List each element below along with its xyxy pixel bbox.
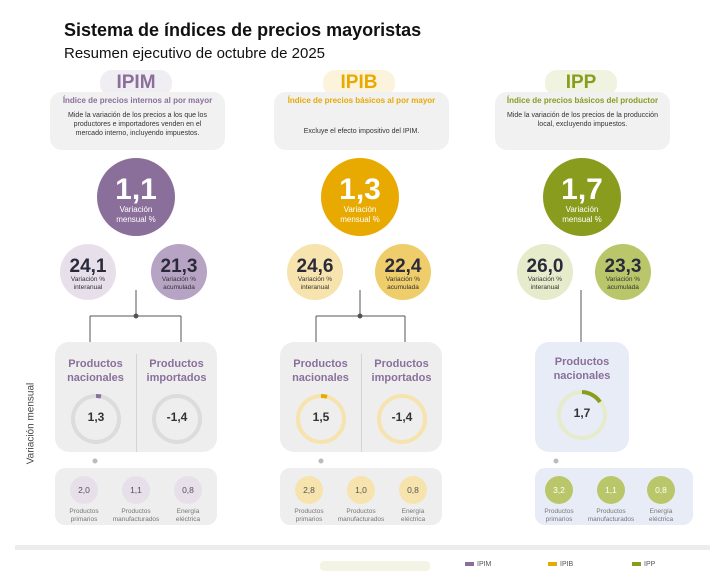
- ipp-description-box: Índice de precios básicos del productor …: [495, 92, 670, 150]
- ipib-national-title: Productos nacionales: [292, 358, 349, 384]
- ipim-national-value: 1,3: [87, 410, 105, 424]
- ipib-annual-value: 24,6: [296, 256, 334, 277]
- ipp-label: IPP: [545, 70, 617, 96]
- footer-divider: [15, 545, 710, 550]
- ipib-cumulative-label-1: Variación %: [385, 276, 421, 283]
- ipp-description: Mide la variación de los precios de la p…: [507, 112, 658, 129]
- ipim-annual-label-2: interanual: [73, 283, 103, 291]
- ipim-energy-label: Energía eléctrica: [175, 508, 201, 523]
- ipim-manufactured-value: 1,1: [122, 476, 150, 504]
- ipim-energy-value: 0,8: [174, 476, 202, 504]
- ipim-cumulative-label-2: acumulada: [163, 283, 195, 291]
- ipp-breakdown-panel: 3,2 Productos primarios 1,1 Productos manu…: [535, 468, 693, 525]
- ipib-breakdown-panel: 2,8 Productos primarios 1,0 Productos manu…: [280, 468, 442, 525]
- ipim-imported-gauge: [152, 394, 202, 444]
- ipib-cumulative-circle: 22,4 Variación % acumulada: [375, 244, 431, 300]
- ipim-label: IPIM: [100, 70, 172, 96]
- ipib-annual-label-1: Variación %: [297, 276, 333, 283]
- ipib-monthly-circle: 1,3 Variación mensual %: [321, 158, 399, 236]
- ipp-manufactured-label: Productos manufacturados: [587, 508, 635, 523]
- ipib-description: Excluye el efecto impositivo del IPIM.: [303, 128, 420, 135]
- ipim-imported-value: -1,4: [166, 410, 188, 424]
- page-title: Sistema de índices de precios mayoristas: [64, 20, 422, 40]
- ipib-monthly-label-2: mensual %: [340, 214, 380, 224]
- ipp-energy-value: 0,8: [647, 476, 675, 504]
- ipp-monthly-label-2: mensual %: [562, 214, 602, 224]
- ipp-national-title: Productos nacionales: [553, 356, 611, 382]
- legend-ipp: IPP: [632, 561, 655, 568]
- ipib-monthly-label-1: Variación: [343, 205, 377, 214]
- ipim-primary-value: 2,0: [70, 476, 98, 504]
- ipim-national-title: Productos nacionales: [67, 358, 124, 384]
- ipim-annual-circle: 24,1 Variación % interanual: [60, 244, 116, 300]
- ipp-primary-value: 3,2: [545, 476, 573, 504]
- ipib-imported-value: -1,4: [391, 410, 413, 424]
- ipp-primary-label: Productos primarios: [544, 508, 574, 523]
- ipp-monthly-circle: 1,7 Variación mensual %: [543, 158, 621, 236]
- ipp-cumulative-circle: 23,3 Variación % acumulada: [595, 244, 651, 300]
- ipim-cumulative-circle: 21,3 Variación % acumulada: [151, 244, 207, 300]
- ipib-national-value: 1,5: [312, 410, 330, 424]
- legend-ipp-swatch: [632, 562, 641, 567]
- ipib-cumulative-value: 22,4: [384, 256, 422, 277]
- ipim-cumulative-value: 21,3: [160, 256, 198, 277]
- ipim-monthly-circle: 1,1 Variación mensual %: [97, 158, 175, 236]
- ipp-cumulative-label-1: Variación %: [605, 276, 641, 283]
- page-subtitle: Resumen ejecutivo de octubre de 2025: [64, 45, 326, 62]
- ipib-imported-title: Productos importados: [371, 358, 432, 384]
- ipib-manufactured-label: Productos manufacturados: [337, 508, 385, 523]
- ipim-annual-label-1: Variación %: [70, 276, 106, 283]
- ipib-description-box: Índice de precios básicos al por mayor E…: [274, 92, 449, 150]
- legend-box: [320, 561, 430, 571]
- ipib-products-panel: Productos nacionales Productos importados …: [280, 342, 442, 452]
- ipim-primary-label: Productos primarios: [69, 508, 99, 523]
- ipib-heading: Índice de precios básicos al por mayor: [287, 96, 436, 105]
- ipib-imported-gauge: [377, 394, 427, 444]
- ipp-annual-circle: 26,0 Variación % interanual: [517, 244, 573, 300]
- ipp-annual-value: 26,0: [526, 256, 564, 277]
- legend-ipim-swatch: [465, 562, 474, 567]
- ipib-primary-value: 2,8: [295, 476, 323, 504]
- ipib-energy-label: Energía eléctrica: [400, 508, 426, 523]
- ipib-label: IPIB: [323, 70, 395, 96]
- ipp-cumulative-value: 23,3: [604, 256, 642, 277]
- ipp-monthly-value: 1,7: [561, 173, 603, 206]
- ipp-cumulative-label-2: acumulada: [607, 283, 639, 291]
- ipim-manufactured-label: Productos manufacturados: [112, 508, 160, 523]
- ipp-manufactured-value: 1,1: [597, 476, 625, 504]
- ipp-heading: Índice de precios básicos del productor: [506, 96, 659, 105]
- ipib-monthly-value: 1,3: [339, 173, 381, 206]
- ipim-heading: Índice de precios internos al por mayor: [62, 96, 213, 105]
- ipib-energy-value: 0,8: [399, 476, 427, 504]
- ipib-annual-circle: 24,6 Variación % interanual: [287, 244, 343, 300]
- ipim-monthly-label-1: Variación: [119, 205, 153, 214]
- ipim-breakdown-panel: 2,0 Productos primarios 1,1 Productos manu…: [55, 468, 217, 525]
- ipib-national-gauge: [296, 394, 346, 444]
- ipib-cumulative-label-2: acumulada: [387, 283, 419, 291]
- ipp-national-gauge: [557, 390, 607, 440]
- ipim-description-box: Índice de precios internos al por mayor …: [50, 92, 225, 150]
- ipp-annual-label-2: interanual: [530, 283, 560, 291]
- ipp-energy-label: Energía eléctrica: [648, 508, 674, 523]
- ipim-description: Mide la variación de los precios a los q…: [68, 112, 207, 138]
- ipp-monthly-label-1: Variación: [565, 205, 599, 214]
- ipim-cumulative-label-1: Variación %: [161, 276, 197, 283]
- ipib-annual-label-2: interanual: [300, 283, 330, 291]
- ipp-national-value: 1,7: [573, 406, 591, 420]
- ipim-national-gauge: [71, 394, 121, 444]
- legend-ipib-swatch: [548, 562, 557, 567]
- ipp-products-panel: Productos nacionales 1,7: [535, 342, 629, 452]
- ipp-annual-label-1: Variación %: [527, 276, 563, 283]
- legend-ipib: IPIB: [548, 561, 573, 568]
- ipim-imported-title: Productos importados: [146, 358, 207, 384]
- legend-ipim: IPIM: [465, 561, 491, 568]
- ipim-monthly-label-2: mensual %: [116, 214, 156, 224]
- ipim-annual-value: 24,1: [69, 256, 107, 277]
- ipib-manufactured-value: 1,0: [347, 476, 375, 504]
- ipib-primary-label: Productos primarios: [294, 508, 324, 523]
- ipim-monthly-value: 1,1: [115, 173, 157, 206]
- ipim-products-panel: Productos nacionales Productos importados …: [55, 342, 217, 452]
